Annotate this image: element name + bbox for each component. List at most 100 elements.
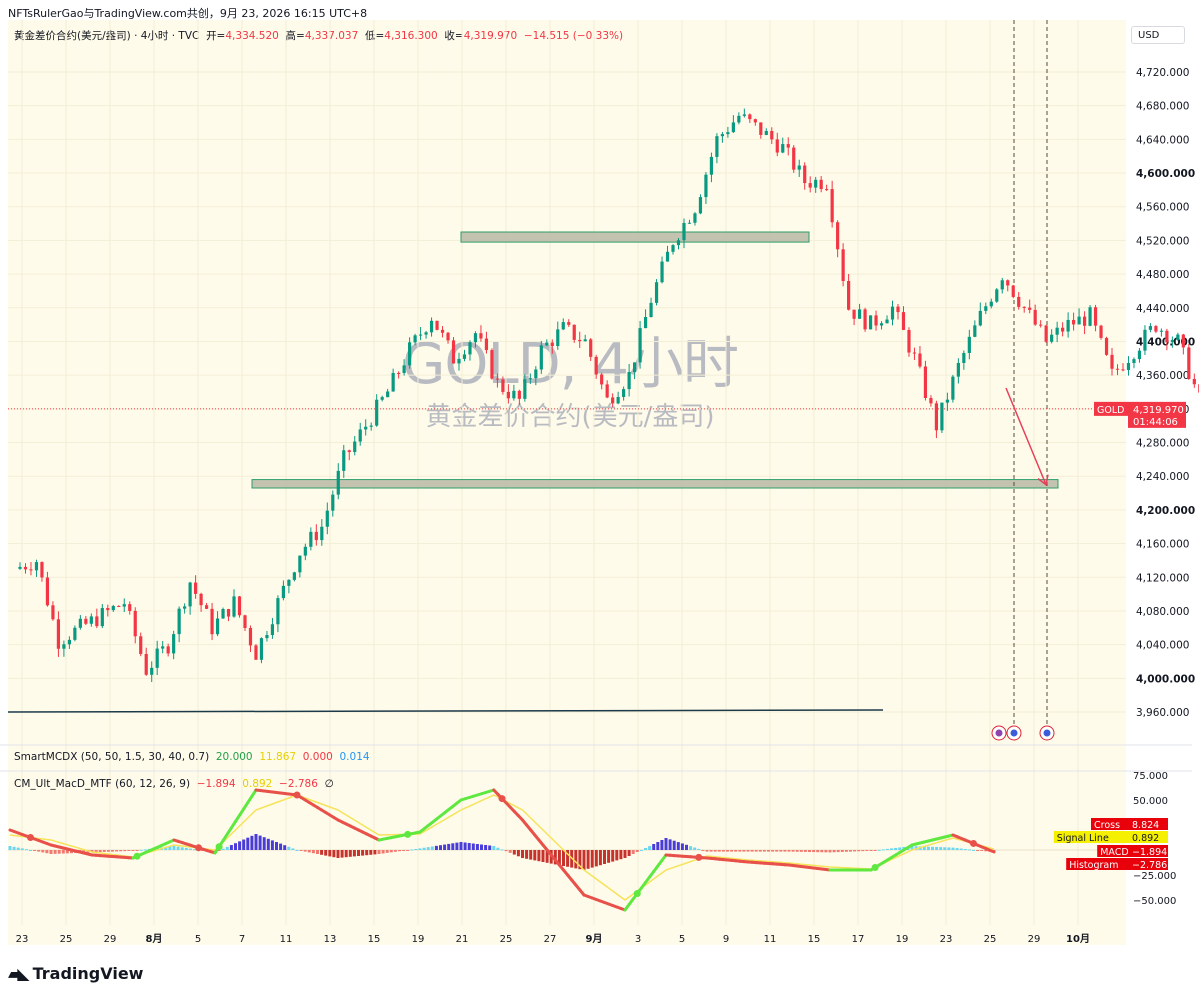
indicator-value-4: ∅ — [324, 778, 334, 790]
candle — [56, 611, 61, 657]
candle-body — [720, 134, 724, 137]
candle — [907, 327, 911, 357]
candle — [210, 602, 214, 641]
candle — [589, 338, 593, 361]
candle-body — [907, 329, 911, 353]
macd-histogram-bar — [836, 850, 840, 853]
candle-body — [731, 122, 735, 133]
candle-body — [1082, 316, 1087, 326]
event-flag-dot — [1010, 729, 1018, 737]
candle — [1033, 304, 1037, 326]
candle-body — [1093, 307, 1098, 326]
macd-cross-dot — [404, 830, 412, 838]
macd-label-value: 0.892 — [1132, 833, 1159, 844]
macd-histogram-bar — [537, 850, 541, 862]
macd-histogram-bar — [635, 850, 639, 852]
candle — [1181, 333, 1185, 355]
macd-histogram-bar — [262, 837, 266, 850]
macd-histogram-bar — [324, 850, 328, 856]
macd-histogram-bar — [229, 845, 233, 850]
candle — [265, 631, 269, 642]
x-tick-label: 19 — [412, 934, 425, 945]
candle — [1039, 320, 1043, 328]
candle — [199, 592, 203, 612]
candle — [567, 319, 571, 327]
symbol-title[interactable]: 黄金差价合约(美元/盎司) · 4小时 · TVC — [14, 30, 200, 42]
candle-body — [786, 144, 790, 148]
candle — [484, 331, 489, 354]
macd-histogram-bar — [49, 850, 53, 854]
currency-selector[interactable]: USD — [1131, 26, 1185, 44]
candle — [605, 380, 609, 399]
macd-histogram-bar — [521, 850, 524, 858]
candle — [594, 354, 598, 379]
candle — [770, 127, 774, 145]
candle — [1154, 325, 1158, 334]
macd-histogram-bar — [951, 847, 955, 850]
candle-body — [523, 379, 527, 399]
macd-value-box — [1128, 845, 1168, 857]
tradingview-logo[interactable]: ▰◣ TradingView — [8, 964, 143, 983]
macd-label-name: MACD — [1100, 847, 1128, 858]
candle-body — [18, 566, 22, 569]
candle-body — [912, 352, 917, 354]
macd-histogram-bar — [529, 850, 533, 860]
candle-body — [292, 572, 296, 580]
macd-histogram-bar — [689, 846, 693, 850]
candle — [232, 589, 236, 618]
y-tick-label: 4,560.000 — [1136, 202, 1189, 214]
macd-histogram-bar — [57, 850, 61, 854]
macd-histogram-bar — [426, 847, 430, 850]
candle-body — [1011, 285, 1015, 297]
price-axis[interactable] — [1126, 20, 1192, 945]
macd-histogram-bar — [660, 840, 664, 850]
candle-body — [704, 174, 708, 198]
macd-histogram-bar — [332, 850, 336, 858]
candle-body — [194, 582, 198, 594]
candle-body — [298, 555, 302, 573]
indicator-legend-macd[interactable]: CM_Ult_MacD_MTF (60, 12, 26, 9) −1.894 0… — [14, 778, 334, 790]
candle — [978, 302, 982, 327]
candle — [638, 320, 642, 369]
macd-histogram-bar — [861, 850, 865, 852]
macd-histogram-bar — [590, 850, 594, 868]
candle-body — [1132, 359, 1136, 363]
candle-body — [567, 322, 571, 325]
macd-histogram-bar — [672, 840, 676, 850]
candle — [572, 324, 576, 343]
candle — [600, 372, 604, 390]
candle-body — [1033, 309, 1037, 325]
macd-histogram-bar — [566, 850, 570, 867]
macd-histogram-bar — [574, 850, 578, 869]
candle — [764, 128, 768, 136]
macd-histogram-bar — [389, 850, 393, 853]
candle — [874, 310, 878, 331]
indicator-legend-smartmcdx[interactable]: SmartMCDX (50, 50, 1.5, 30, 40, 0.7) 20.… — [14, 751, 370, 763]
macd-histogram-bar — [816, 850, 820, 853]
zone-resistance — [460, 231, 810, 243]
candle-body — [221, 609, 225, 619]
macd-histogram-bar — [976, 850, 980, 851]
macd-histogram-bar — [266, 838, 270, 850]
candle — [748, 113, 752, 123]
candle — [473, 331, 478, 348]
candle — [375, 394, 379, 427]
candle-body — [490, 350, 494, 379]
indicator-value-1: −1.894 — [196, 778, 236, 790]
macd-histogram-bar — [172, 846, 176, 850]
candle — [731, 115, 735, 134]
last-price-countdown: 01:44:06 — [1133, 417, 1178, 428]
candle-body — [1061, 327, 1065, 332]
open-label: 开= — [206, 30, 226, 42]
candle — [759, 122, 763, 139]
candle-body — [248, 628, 253, 646]
candle-body — [73, 627, 77, 640]
candle-body — [836, 222, 840, 250]
candle-body — [150, 667, 154, 675]
candle — [984, 302, 988, 315]
candle — [742, 108, 746, 118]
candle-body — [561, 322, 565, 330]
last-price-box — [1128, 401, 1186, 428]
x-tick-label: 25 — [60, 934, 73, 945]
macd-histogram-bar — [90, 850, 94, 853]
